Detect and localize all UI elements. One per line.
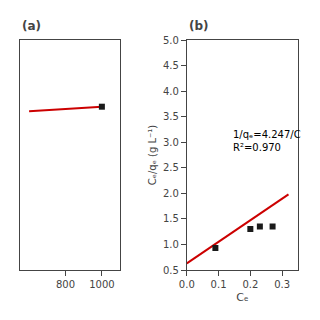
svg-text:(a): (a): [22, 19, 41, 33]
svg-text:3.0: 3.0: [163, 137, 179, 148]
svg-text:1/qₑ=4.247/CR²=0.970: 1/qₑ=4.247/CR²=0.970: [233, 129, 301, 153]
svg-text:3.5: 3.5: [163, 111, 179, 122]
svg-text:0.5: 0.5: [163, 265, 179, 276]
svg-text:(b): (b): [189, 19, 209, 33]
svg-text:0.2: 0.2: [242, 279, 258, 290]
svg-text:4.5: 4.5: [163, 60, 179, 71]
svg-text:2.0: 2.0: [163, 188, 179, 199]
svg-text:Cₑ/qₑ (g L⁻¹): Cₑ/qₑ (g L⁻¹): [147, 125, 158, 186]
svg-text:5.0: 5.0: [163, 35, 179, 46]
svg-text:2.5: 2.5: [163, 162, 179, 173]
svg-text:1.0: 1.0: [163, 239, 179, 250]
svg-text:4.0: 4.0: [163, 86, 179, 97]
svg-text:0.1: 0.1: [211, 279, 227, 290]
svg-text:0.3: 0.3: [274, 279, 290, 290]
svg-text:Cₑ: Cₑ: [236, 291, 248, 304]
svg-text:0.0: 0.0: [179, 279, 195, 290]
svg-text:1.5: 1.5: [163, 213, 179, 224]
svg-text:1000: 1000: [89, 279, 114, 290]
svg-text:800: 800: [56, 279, 75, 290]
